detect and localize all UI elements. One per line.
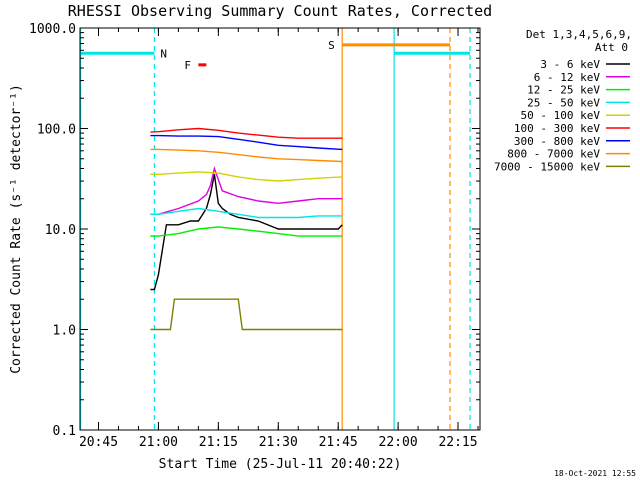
legend-entry-label: 100 - 300 keV [514, 122, 600, 135]
y-tick-label: 1.0 [53, 324, 76, 339]
x-tick-label: 21:15 [199, 435, 238, 450]
legend-entry-label: 12 - 25 keV [527, 84, 600, 97]
vertical-markers [79, 28, 471, 430]
series-line [150, 207, 343, 219]
saa-bar-label: S [328, 39, 335, 52]
series-line [150, 171, 343, 182]
annotation-bars: N S F [80, 39, 471, 72]
series-line [150, 166, 343, 216]
y-tick-label: 10.0 [45, 223, 76, 238]
y-axis-label: Corrected Count Rate (s⁻¹ detector⁻¹) [9, 84, 24, 374]
x-tick-label: 22:00 [379, 435, 418, 450]
footer-timestamp: 18-Oct-2021 12:55 [554, 469, 636, 478]
legend-entry-label: 800 - 7000 keV [507, 148, 600, 161]
chart-title: RHESSI Observing Summary Count Rates, Co… [68, 2, 492, 20]
x-tick-label: 21:00 [139, 435, 178, 450]
legend-entry-label: 7000 - 15000 keV [494, 160, 600, 173]
x-tick-label: 21:45 [319, 435, 358, 450]
series-line [150, 134, 343, 151]
series-line [150, 226, 343, 237]
series-line [150, 148, 343, 163]
legend-entry-label: 25 - 50 keV [527, 96, 600, 109]
series-group [150, 127, 343, 331]
x-tick-label: 22:15 [438, 435, 477, 450]
flare-marker-label: F [184, 59, 191, 72]
series-line [150, 298, 343, 331]
y-tick-label: 100.0 [37, 123, 76, 138]
legend-entry-label: 50 - 100 keV [521, 109, 601, 122]
legend-header-line-1: Det 1,3,4,5,6,9, [526, 28, 632, 41]
legend-entry-label: 3 - 6 keV [540, 58, 600, 71]
x-axis-label: Start Time (25-Jul-11 20:40:22) [159, 457, 402, 472]
y-tick-label: 1000.0 [29, 22, 76, 37]
axes: 20:45 21:00 21:15 21:30 21:45 22:00 22:15 0.1 1.… [29, 22, 480, 450]
legend-entry-label: 6 - 12 keV [534, 71, 601, 84]
series-line [150, 174, 343, 291]
night-bar-label: N [160, 47, 167, 60]
legend-header-line-2: Att 0 [595, 41, 628, 54]
y-tick-label: 0.1 [53, 424, 76, 439]
legend-entry-label: 300 - 800 keV [514, 135, 600, 148]
series-line [150, 127, 343, 139]
x-tick-label: 21:30 [259, 435, 298, 450]
x-tick-label: 20:45 [79, 435, 118, 450]
